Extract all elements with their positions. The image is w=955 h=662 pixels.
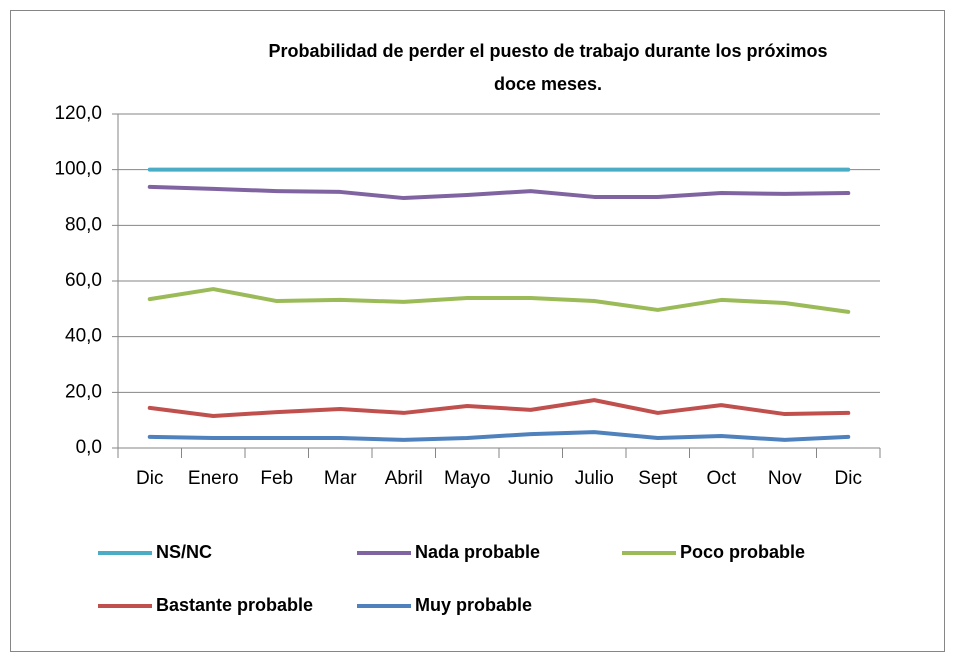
x-tick-label: Enero xyxy=(188,468,239,489)
chart-border xyxy=(10,10,945,652)
series-line xyxy=(147,398,851,418)
legend-label: Poco probable xyxy=(680,542,805,562)
x-tick-label: Dic xyxy=(136,468,163,489)
series-line xyxy=(147,287,851,314)
y-tick-label: 40,0 xyxy=(65,326,102,347)
x-tick-label: Julio xyxy=(575,468,614,489)
x-tick-label: Abril xyxy=(385,468,423,489)
legend-label: Muy probable xyxy=(415,595,532,615)
y-tick-label: 0,0 xyxy=(76,437,102,458)
chart-title: Probabilidad de perder el puesto de trab… xyxy=(268,41,827,61)
y-tick-label: 20,0 xyxy=(65,381,102,402)
y-tick-label: 80,0 xyxy=(65,214,102,235)
x-tick-label: Nov xyxy=(768,468,802,489)
y-tick-label: 60,0 xyxy=(65,270,102,291)
legend-label: Nada probable xyxy=(415,542,540,562)
x-tick-label: Feb xyxy=(260,468,293,489)
x-tick-label: Junio xyxy=(508,468,553,489)
legend-label: NS/NC xyxy=(156,542,212,562)
y-tick-label: 120,0 xyxy=(54,103,102,124)
x-tick-label: Mar xyxy=(324,468,357,489)
chart-title: doce meses. xyxy=(494,74,602,94)
series-line xyxy=(147,184,851,201)
legend-label: Bastante probable xyxy=(156,595,313,615)
x-tick-label: Mayo xyxy=(444,468,490,489)
series-line xyxy=(147,430,851,442)
x-tick-label: Oct xyxy=(706,468,736,489)
y-tick-label: 100,0 xyxy=(54,159,102,180)
x-tick-label: Sept xyxy=(638,468,678,489)
x-tick-label: Dic xyxy=(835,468,862,489)
